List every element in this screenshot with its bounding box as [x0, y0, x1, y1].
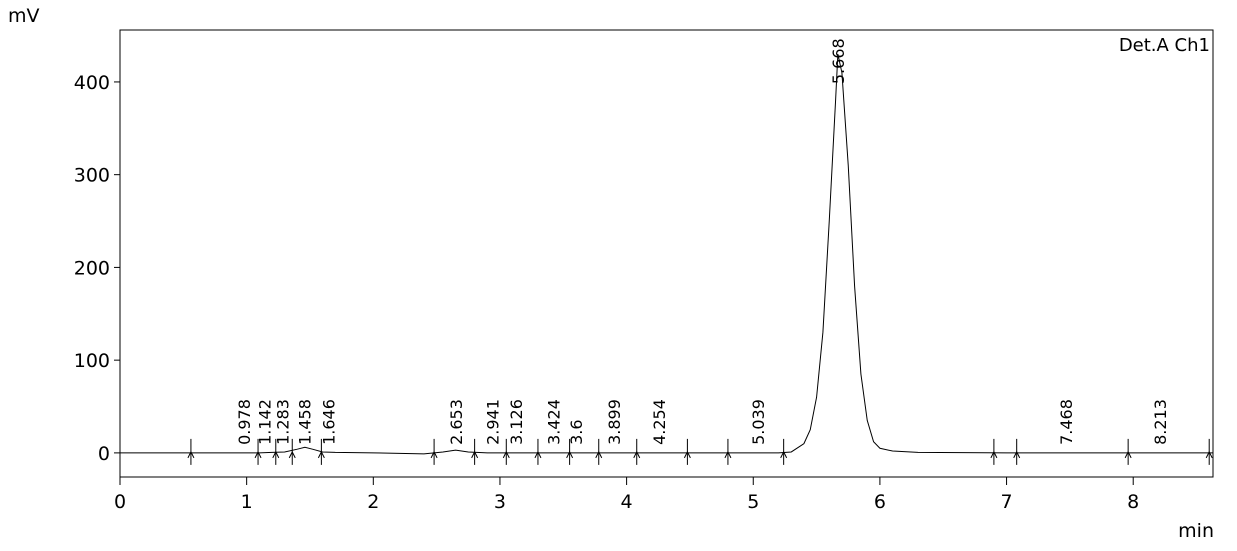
integration-arrow — [780, 450, 788, 459]
x-tick-label: 2 — [367, 491, 379, 513]
y-tick-label: 300 — [74, 165, 110, 187]
y-tick-label: 200 — [74, 257, 110, 279]
x-tick-label: 4 — [621, 491, 633, 513]
integration-arrow — [471, 450, 479, 459]
x-tick-label: 7 — [1001, 491, 1013, 513]
integration-arrow — [1013, 450, 1021, 459]
x-axis-label: min — [1178, 520, 1214, 542]
integration-arrow — [1205, 450, 1213, 459]
integration-arrow — [254, 450, 262, 459]
integration-arrow — [272, 450, 280, 459]
trace — [120, 54, 1213, 455]
detector-label: Det.A Ch1 — [1119, 35, 1210, 56]
y-tick-label: 400 — [74, 72, 110, 94]
integration-arrow — [724, 450, 732, 459]
peak-label: 3.6 — [567, 419, 586, 444]
peak-label: 1.458 — [296, 399, 315, 445]
peak-label: 2.653 — [447, 399, 466, 445]
x-tick-label: 1 — [241, 491, 253, 513]
integration-arrow — [683, 450, 691, 459]
integration-arrow — [430, 450, 438, 459]
integration-arrow — [534, 450, 542, 459]
peak-label: 3.126 — [507, 399, 526, 445]
peak-label: 2.941 — [483, 399, 502, 445]
integration-arrow — [187, 450, 195, 459]
integration-arrow — [990, 450, 998, 459]
integration-arrow — [317, 450, 325, 459]
peak-label: 5.039 — [749, 399, 768, 445]
integration-arrow — [1124, 450, 1132, 459]
integration-arrow — [502, 450, 510, 459]
integration-arrow — [595, 450, 603, 459]
peak-label: 7.468 — [1057, 399, 1076, 445]
integration-arrow — [633, 450, 641, 459]
x-tick-label: 0 — [114, 491, 126, 513]
peak-label: 1.142 — [256, 399, 275, 445]
peak-label: 4.254 — [650, 399, 669, 445]
peak-label: 0.978 — [235, 399, 254, 445]
peak-label: 5.668 — [829, 38, 848, 84]
peak-label: 3.424 — [545, 399, 564, 445]
integration-arrow — [288, 450, 296, 459]
peak-label: 1.283 — [273, 399, 292, 445]
y-axis-label: mV — [8, 5, 40, 27]
plot-frame — [119, 29, 1214, 478]
peak-label: 8.213 — [1151, 399, 1170, 445]
integration-arrow — [566, 450, 574, 459]
x-tick-label: 5 — [747, 491, 759, 513]
peak-label: 1.646 — [319, 399, 338, 445]
peak-label: 3.899 — [605, 399, 624, 445]
y-tick-label: 0 — [98, 443, 110, 465]
x-tick-label: 6 — [874, 491, 886, 513]
y-tick-label: 100 — [74, 350, 110, 372]
x-tick-label: 8 — [1127, 491, 1139, 513]
x-tick-label: 3 — [494, 491, 506, 513]
